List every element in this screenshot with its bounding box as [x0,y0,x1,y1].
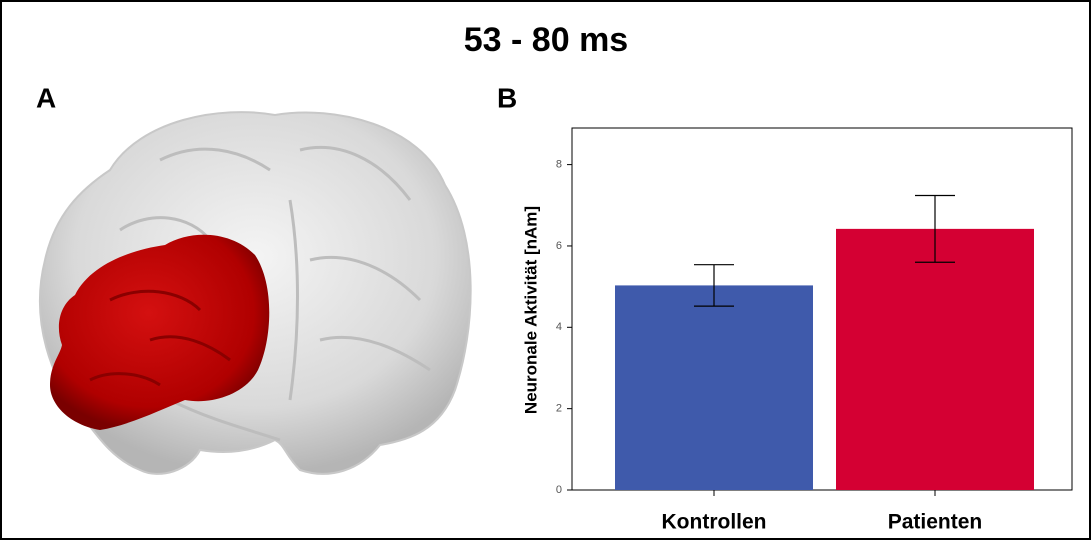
y-tick-label: 0 [556,484,562,496]
y-tick-label: 2 [556,403,562,415]
x-tick-label: Kontrollen [662,511,767,534]
figure-title: 53 - 80 ms [464,21,628,59]
page: 53 - 80 ms A B Neuronale Aktivität [nAm]… [0,0,1092,546]
y-tick-label: 8 [556,159,562,171]
bar [615,285,813,490]
figure: 53 - 80 ms A B Neuronale Aktivität [nAm]… [0,0,1092,541]
y-tick-label: 6 [556,240,562,252]
x-tick-label: Patienten [888,511,983,534]
bar [836,229,1034,490]
panel-label: B [497,82,517,113]
y-axis-label: Neuronale Aktivität [nAm] [521,206,540,414]
panel-label: A [36,82,56,113]
y-tick-label: 4 [556,321,562,333]
